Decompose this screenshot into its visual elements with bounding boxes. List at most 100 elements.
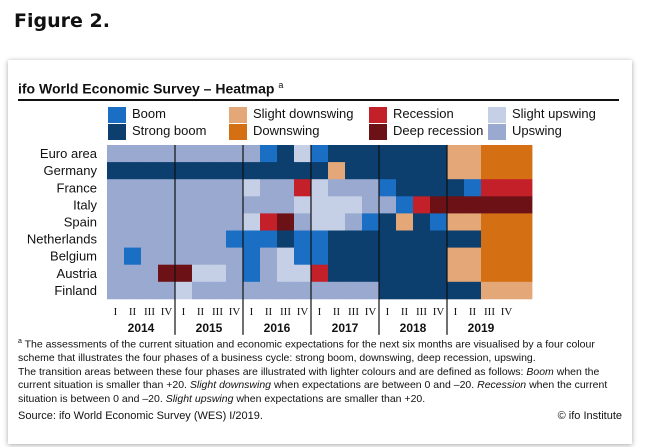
heatmap-cell-spain-10	[277, 213, 295, 231]
quarter-tick-label: IV	[365, 306, 377, 318]
heatmap-cell-belgium-1	[124, 247, 142, 266]
heatmap-cell-finland-13	[328, 281, 346, 300]
heatmap-cell-netherlands-13	[328, 230, 346, 248]
heatmap-cell-france-5	[192, 179, 210, 197]
heatmap-cell-austria-0	[107, 264, 125, 283]
def-slight-downswing: when expectations are between 0 and –20.	[273, 379, 475, 391]
quarter-tick-label: I	[250, 306, 254, 318]
heatmap-cell-austria-19	[430, 264, 448, 283]
heatmap-cell-austria-6	[209, 264, 227, 283]
heatmap-cell-finland-5	[192, 281, 210, 300]
chart-title-text: ifo World Economic Survey – Heatmap	[18, 80, 275, 97]
heatmap-cell-germany-7	[226, 162, 244, 180]
heatmap-cell-austria-1	[124, 264, 142, 283]
heatmap-cell-finland-16	[379, 281, 397, 300]
heatmap-cell-italy-21	[464, 196, 482, 214]
heatmap-cell-germany-21	[464, 162, 482, 180]
heatmap-cell-belgium-7	[226, 247, 244, 266]
heatmap-cell-italy-7	[226, 196, 244, 214]
legend-swatch-strong-boom	[108, 124, 126, 140]
heatmap-cell-netherlands-4	[175, 230, 193, 248]
footnote-text-1: The assessments of the current situation…	[18, 338, 595, 365]
legend-swatch-slight-upswing	[488, 107, 506, 123]
heatmap-cell-belgium-24	[515, 247, 533, 266]
row-label-france: France	[57, 180, 97, 195]
legend-label-recession: Recession	[393, 106, 454, 121]
heatmap-cell-euro-area-13	[328, 145, 346, 163]
footnotes: a The assessments of the current situati…	[18, 335, 624, 406]
heatmap-cell-netherlands-24	[515, 230, 533, 248]
heatmap-cell-spain-3	[158, 213, 176, 231]
heatmap-cell-spain-9	[260, 213, 278, 231]
quarter-tick-label: II	[129, 306, 137, 318]
legend-swatch-deep-recession	[369, 124, 387, 140]
heatmap-cell-netherlands-6	[209, 230, 227, 248]
figure-label: Figure 2.	[14, 10, 110, 32]
heatmap-cell-belgium-2	[141, 247, 159, 266]
quarter-tick-label: I	[454, 306, 458, 318]
heatmap-cell-belgium-9	[260, 247, 278, 266]
heatmap-cell-france-18	[413, 179, 431, 197]
def-slight-upswing: when expectations are smaller than +20.	[236, 392, 426, 405]
heatmap-cell-finland-18	[413, 281, 431, 300]
quarter-tick-label: I	[114, 306, 118, 318]
quarter-tick-label: I	[182, 306, 186, 318]
heatmap-cell-belgium-11	[294, 247, 312, 266]
heatmap-cell-austria-23	[498, 264, 516, 283]
legend-label-slight-upswing: Slight upswing	[512, 106, 596, 121]
heatmap-cell-netherlands-8	[243, 230, 261, 248]
heatmap-cell-austria-14	[345, 264, 363, 283]
title-rule	[18, 99, 619, 101]
heatmap-cell-spain-12	[311, 213, 329, 231]
heatmap-cell-netherlands-20	[447, 230, 465, 248]
heatmap-cell-italy-18	[413, 196, 431, 214]
row-label-italy: Italy	[73, 197, 97, 212]
heatmap-cell-netherlands-15	[362, 230, 380, 248]
heatmap-cell-finland-23	[498, 281, 516, 300]
heatmap-cell-austria-11	[294, 264, 312, 283]
heatmap-cell-finland-19	[430, 281, 448, 300]
quarter-tick-label: II	[333, 306, 341, 318]
heatmap-cell-italy-2	[141, 196, 159, 214]
heatmap-cell-netherlands-19	[430, 230, 448, 248]
heatmap-cell-euro-area-15	[362, 145, 380, 163]
heatmap-cell-germany-3	[158, 162, 176, 180]
heatmap-cell-italy-6	[209, 196, 227, 214]
year-label-2015: 2015	[196, 321, 223, 335]
term-recession: Recession	[477, 379, 527, 391]
heatmap-cell-austria-3	[158, 264, 176, 283]
heatmap-cell-france-19	[430, 179, 448, 197]
legend-swatch-recession	[369, 107, 387, 123]
heatmap-cell-netherlands-14	[345, 230, 363, 248]
heatmap-cell-france-17	[396, 179, 414, 197]
heatmap-cell-france-4	[175, 179, 193, 197]
row-label-austria: Austria	[57, 266, 98, 281]
heatmap-cell-france-12	[311, 179, 329, 197]
quarter-tick-label: III	[348, 306, 359, 318]
heatmap-cell-france-0	[107, 179, 125, 197]
term-slight-downswing: Slight downswing	[189, 379, 272, 391]
heatmap-cell-austria-17	[396, 264, 414, 283]
heatmap-cell-finland-10	[277, 281, 295, 300]
heatmap-cell-france-9	[260, 179, 278, 197]
heatmap-cell-austria-2	[141, 264, 159, 283]
heatmap-cell-finland-6	[209, 281, 227, 300]
heatmap-cell-spain-24	[515, 213, 533, 231]
row-label-belgium: Belgium	[50, 249, 97, 264]
heatmap-cell-belgium-23	[498, 247, 516, 266]
heatmap-cell-euro-area-16	[379, 145, 397, 163]
heatmap-cell-germany-4	[175, 162, 193, 180]
heatmap-cell-belgium-20	[447, 247, 465, 266]
heatmap-cell-finland-14	[345, 281, 363, 300]
heatmap-cell-italy-14	[345, 196, 363, 214]
heatmap-cell-netherlands-7	[226, 230, 244, 248]
heatmap-cell-italy-4	[175, 196, 193, 214]
heatmap-cell-finland-2	[141, 281, 159, 300]
heatmap-cell-germany-8	[243, 162, 261, 180]
quarter-tick-label: I	[318, 306, 322, 318]
heatmap-cell-finland-24	[515, 281, 533, 300]
heatmap-cell-italy-10	[277, 196, 295, 214]
heatmap-cell-spain-13	[328, 213, 346, 231]
heatmap-cell-spain-1	[124, 213, 142, 231]
